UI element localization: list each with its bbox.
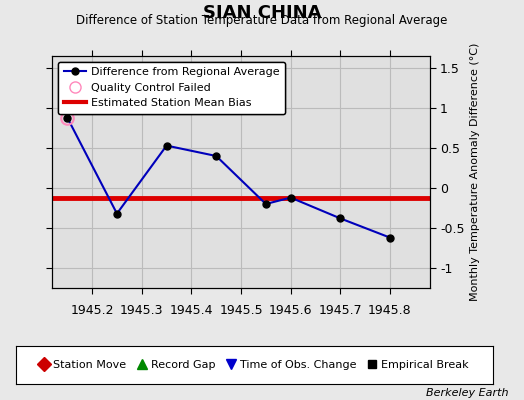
- Text: 1945.7: 1945.7: [319, 304, 362, 317]
- Legend: Station Move, Record Gap, Time of Obs. Change, Empirical Break: Station Move, Record Gap, Time of Obs. C…: [36, 356, 473, 374]
- Text: 1945.8: 1945.8: [368, 304, 412, 317]
- Text: 1945.6: 1945.6: [269, 304, 312, 317]
- Text: 1945.4: 1945.4: [170, 304, 213, 317]
- Text: 1945.5: 1945.5: [219, 304, 263, 317]
- Text: 1945.2: 1945.2: [70, 304, 114, 317]
- Legend: Difference from Regional Average, Quality Control Failed, Estimated Station Mean: Difference from Regional Average, Qualit…: [58, 62, 286, 114]
- Text: SIAN CHINA: SIAN CHINA: [203, 4, 321, 22]
- Text: Difference of Station Temperature Data from Regional Average: Difference of Station Temperature Data f…: [77, 14, 447, 27]
- Text: Berkeley Earth: Berkeley Earth: [426, 388, 508, 398]
- Text: 1945.3: 1945.3: [120, 304, 163, 317]
- Y-axis label: Monthly Temperature Anomaly Difference (°C): Monthly Temperature Anomaly Difference (…: [470, 43, 480, 301]
